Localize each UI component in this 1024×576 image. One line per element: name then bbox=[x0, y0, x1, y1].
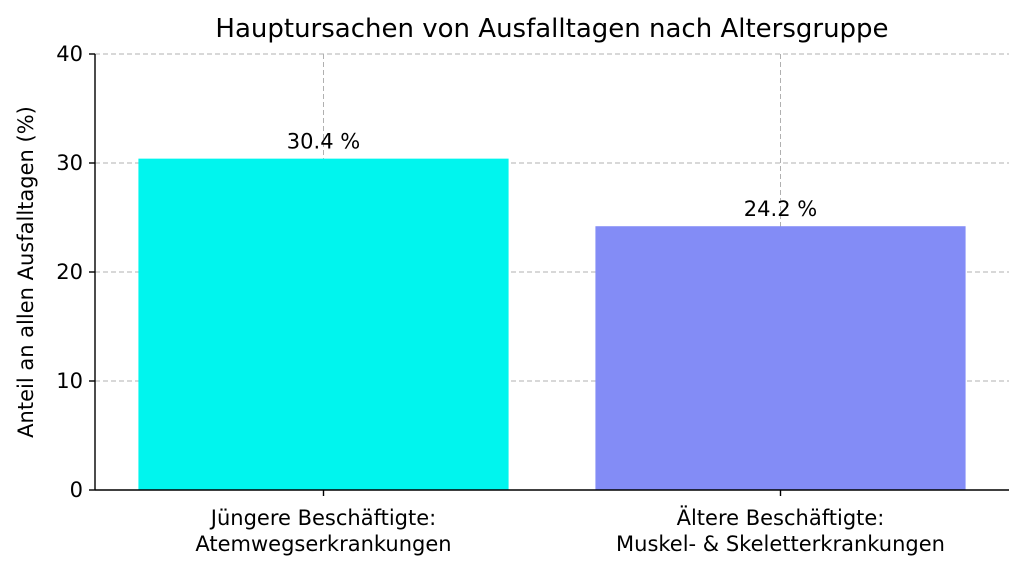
y-tick-label-2: 20 bbox=[56, 260, 83, 284]
x-tick-label-1-0: Ältere Beschäftigte: bbox=[677, 505, 885, 530]
y-tick-label-3: 30 bbox=[56, 151, 83, 175]
data-label-0: 30.4 % bbox=[287, 130, 360, 154]
labels: 0 10 20 30 40 30.4 % Jüngere Beschäftigte:Atem… bbox=[56, 42, 945, 556]
bar-1 bbox=[595, 226, 966, 490]
bar-0 bbox=[138, 158, 509, 490]
y-tick-label-1: 10 bbox=[56, 369, 83, 393]
x-tick-label-0-0: Jüngere Beschäftigte: bbox=[209, 506, 436, 530]
axes bbox=[89, 53, 1009, 496]
bars bbox=[138, 158, 966, 490]
y-tick-label-0: 0 bbox=[70, 478, 83, 502]
x-tick-label-1-1: Muskel- & Skeletterkrankungen bbox=[616, 532, 945, 556]
y-tick-label-4: 40 bbox=[56, 42, 83, 66]
y-axis-label: Anteil an allen Ausfalltagen (%) bbox=[14, 106, 38, 438]
data-label-1: 24.2 % bbox=[744, 197, 817, 221]
x-tick-label-0-1: Atemwegserkrankungen bbox=[195, 532, 451, 556]
chart-title: Hauptursachen von Ausfalltagen nach Alte… bbox=[215, 14, 888, 44]
